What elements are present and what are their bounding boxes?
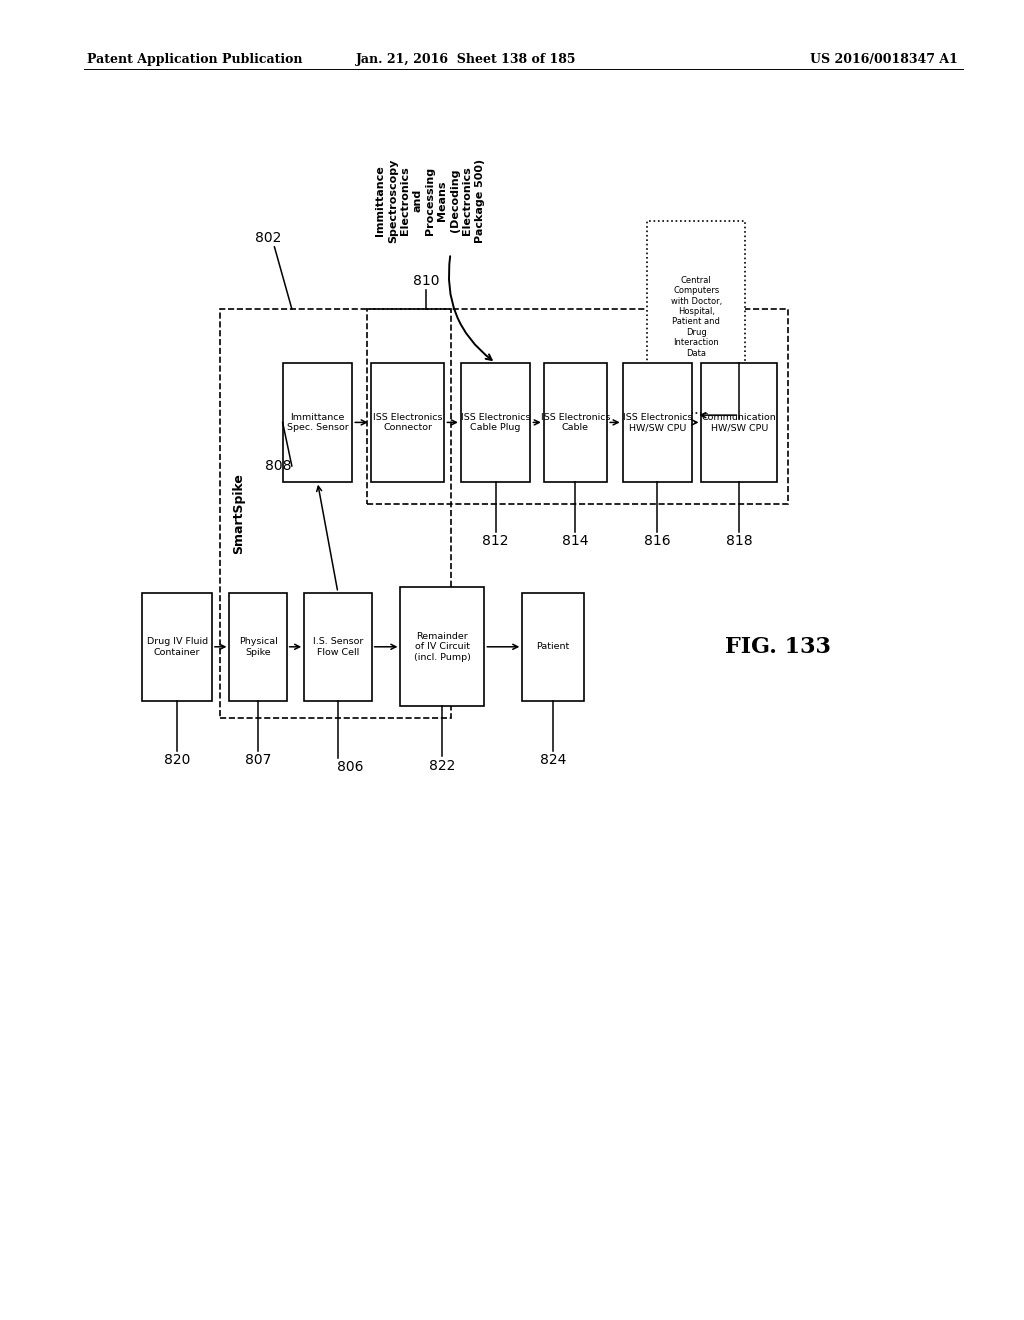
Text: 820: 820 [164,754,190,767]
Text: 822: 822 [429,759,456,772]
Bar [229,593,287,701]
Bar [304,593,372,701]
Bar [544,363,607,482]
Text: ISS Electronics
HW/SW CPU: ISS Electronics HW/SW CPU [623,413,692,432]
Bar [283,363,352,482]
Text: 818: 818 [726,535,753,548]
Bar [220,309,451,718]
Bar [647,220,745,412]
Text: 802: 802 [255,231,282,244]
Text: Remainder
of IV Circuit
(incl. Pump): Remainder of IV Circuit (incl. Pump) [414,631,471,663]
Bar [367,309,788,504]
Text: Central
Computers
with Doctor,
Hospital,
Patient and
Drug
Interaction
Data: Central Computers with Doctor, Hospital,… [671,276,722,358]
Text: 816: 816 [644,535,671,548]
Text: I.S. Sensor
Flow Cell: I.S. Sensor Flow Cell [312,638,364,656]
Text: 806: 806 [337,760,364,774]
Text: US 2016/0018347 A1: US 2016/0018347 A1 [810,53,957,66]
Text: ISS Electronics
Cable Plug: ISS Electronics Cable Plug [461,413,530,432]
Text: Immittance
Spectroscopy
Electronics
and
Processing
Means
(Decoding
Electronics
P: Immittance Spectroscopy Electronics and … [376,158,484,243]
Text: FIG. 133: FIG. 133 [725,636,831,657]
Bar [142,593,212,701]
Text: SmartSpike: SmartSpike [232,473,245,554]
Text: 810: 810 [413,275,439,288]
Bar [522,593,584,701]
Text: Immittance
Spec. Sensor: Immittance Spec. Sensor [287,413,348,432]
Bar [461,363,530,482]
Bar [400,587,484,706]
Text: ISS Electronics
Cable: ISS Electronics Cable [541,413,610,432]
Text: Jan. 21, 2016  Sheet 138 of 185: Jan. 21, 2016 Sheet 138 of 185 [355,53,577,66]
Text: 812: 812 [482,535,509,548]
Bar [623,363,692,482]
Text: ISS Electronics
Connector: ISS Electronics Connector [373,413,442,432]
Text: Patent Application Publication: Patent Application Publication [87,53,302,66]
Text: 824: 824 [540,754,566,767]
Text: Patient: Patient [537,643,569,651]
Bar [701,363,777,482]
Text: Physical
Spike: Physical Spike [239,638,278,656]
Bar [371,363,444,482]
Text: 807: 807 [245,754,271,767]
Text: 808: 808 [265,459,292,473]
Text: 814: 814 [562,535,589,548]
Text: Communication
HW/SW CPU: Communication HW/SW CPU [702,413,776,432]
Text: Drug IV Fluid
Container: Drug IV Fluid Container [146,638,208,656]
